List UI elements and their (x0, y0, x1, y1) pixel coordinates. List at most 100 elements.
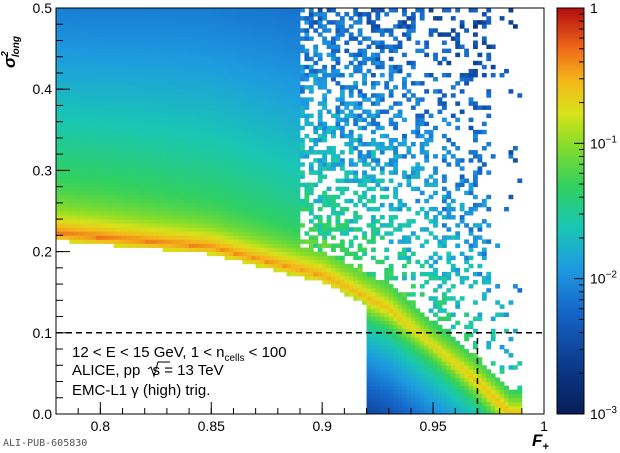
heatmap-cell (175, 77, 181, 82)
heatmap-cell (215, 97, 221, 102)
heatmap-cell (60, 117, 66, 123)
heatmap-cell (153, 28, 159, 33)
heatmap-cell (233, 101, 239, 106)
heatmap-cell (126, 166, 132, 171)
heatmap-cell (206, 190, 212, 196)
heatmap-cell (109, 117, 115, 123)
heatmap-cell (255, 211, 261, 216)
heatmap-cell (362, 56, 367, 62)
heatmap-cell (295, 251, 301, 257)
heatmap-cell (370, 353, 376, 358)
heatmap-cell (295, 12, 301, 17)
heatmap-cell (260, 105, 265, 110)
heatmap-cell (104, 85, 110, 90)
heatmap-cell (202, 170, 208, 175)
heatmap-cell (406, 16, 412, 21)
heatmap-cell (424, 365, 430, 370)
heatmap-cell (82, 60, 88, 66)
heatmap-cell (366, 369, 372, 374)
heatmap-cell (282, 211, 288, 216)
heatmap-cell (433, 77, 438, 82)
heatmap-cell (82, 223, 88, 228)
heatmap-cell (277, 97, 283, 102)
heatmap-cell (268, 56, 274, 62)
heatmap-cell (433, 206, 438, 212)
heatmap-cell (415, 361, 421, 366)
heatmap-cell (184, 178, 190, 183)
heatmap-cell (308, 182, 314, 188)
heatmap-cell (135, 162, 141, 167)
heatmap-cell (282, 125, 288, 131)
heatmap-cell (379, 389, 385, 395)
heatmap-cell (206, 129, 212, 135)
heatmap-cell (215, 68, 221, 74)
heatmap-cell (370, 223, 376, 228)
heatmap-cell (206, 28, 212, 33)
heatmap-cell (295, 263, 301, 269)
heatmap-cell (149, 231, 154, 236)
heatmap-cell (180, 202, 186, 208)
heatmap-cell (441, 369, 447, 374)
heatmap-cell (144, 154, 150, 159)
heatmap-cell (295, 85, 301, 90)
heatmap-cell (215, 202, 221, 208)
heatmap-cell (433, 190, 438, 196)
heatmap-cell (397, 361, 403, 366)
heatmap-cell (56, 113, 61, 119)
heatmap-cell (144, 198, 150, 204)
heatmap-cell (264, 235, 270, 240)
heatmap-cell (126, 125, 132, 131)
heatmap-cell (197, 219, 203, 224)
heatmap-cell (64, 85, 70, 90)
heatmap-cell (153, 113, 159, 119)
heatmap-cell (242, 178, 248, 183)
heatmap-cell (229, 48, 234, 54)
heatmap-cell (282, 219, 288, 224)
heatmap-cell (60, 206, 66, 212)
heatmap-cell (131, 64, 137, 70)
heatmap-cell (60, 40, 66, 45)
heatmap-cell (424, 381, 430, 386)
heatmap-cell (317, 247, 323, 252)
heatmap-cell (375, 304, 381, 309)
heatmap-cell (202, 247, 208, 252)
heatmap-cell (211, 247, 217, 252)
heatmap-cell (82, 64, 88, 70)
heatmap-cell (322, 24, 328, 29)
heatmap-cell (264, 259, 270, 265)
heatmap-cell (242, 223, 248, 228)
heatmap-cell (233, 60, 239, 66)
heatmap-cell (406, 255, 412, 261)
heatmap-cell (56, 211, 61, 216)
heatmap-cell (317, 117, 323, 123)
heatmap-cell (260, 243, 265, 248)
heatmap-cell (118, 20, 123, 25)
heatmap-cell (113, 44, 119, 49)
heatmap-cell (82, 182, 88, 188)
heatmap-cell (370, 141, 376, 147)
heatmap-cell (286, 36, 292, 41)
heatmap-cell (251, 259, 257, 265)
heatmap-cell (370, 174, 376, 179)
heatmap-cell (450, 344, 456, 350)
heatmap-cell (211, 28, 217, 33)
heatmap-cell (433, 170, 438, 175)
heatmap-cell (197, 141, 203, 147)
heatmap-cell (384, 381, 390, 386)
heatmap-cell (446, 271, 452, 277)
heatmap-cell (402, 81, 407, 86)
heatmap-cell (344, 275, 350, 281)
heatmap-cell (344, 178, 350, 183)
heatmap-cell (410, 385, 416, 391)
heatmap-cell (335, 36, 341, 41)
heatmap-cell (268, 81, 274, 86)
heatmap-cell (202, 52, 208, 58)
heatmap-cell (224, 117, 230, 123)
heatmap-cell (87, 158, 92, 163)
heatmap-cell (446, 381, 452, 386)
heatmap-cell (406, 308, 412, 313)
heatmap-cell (339, 97, 345, 102)
heatmap-cell (402, 52, 407, 58)
heatmap-cell (140, 8, 146, 13)
heatmap-cell (202, 60, 208, 66)
